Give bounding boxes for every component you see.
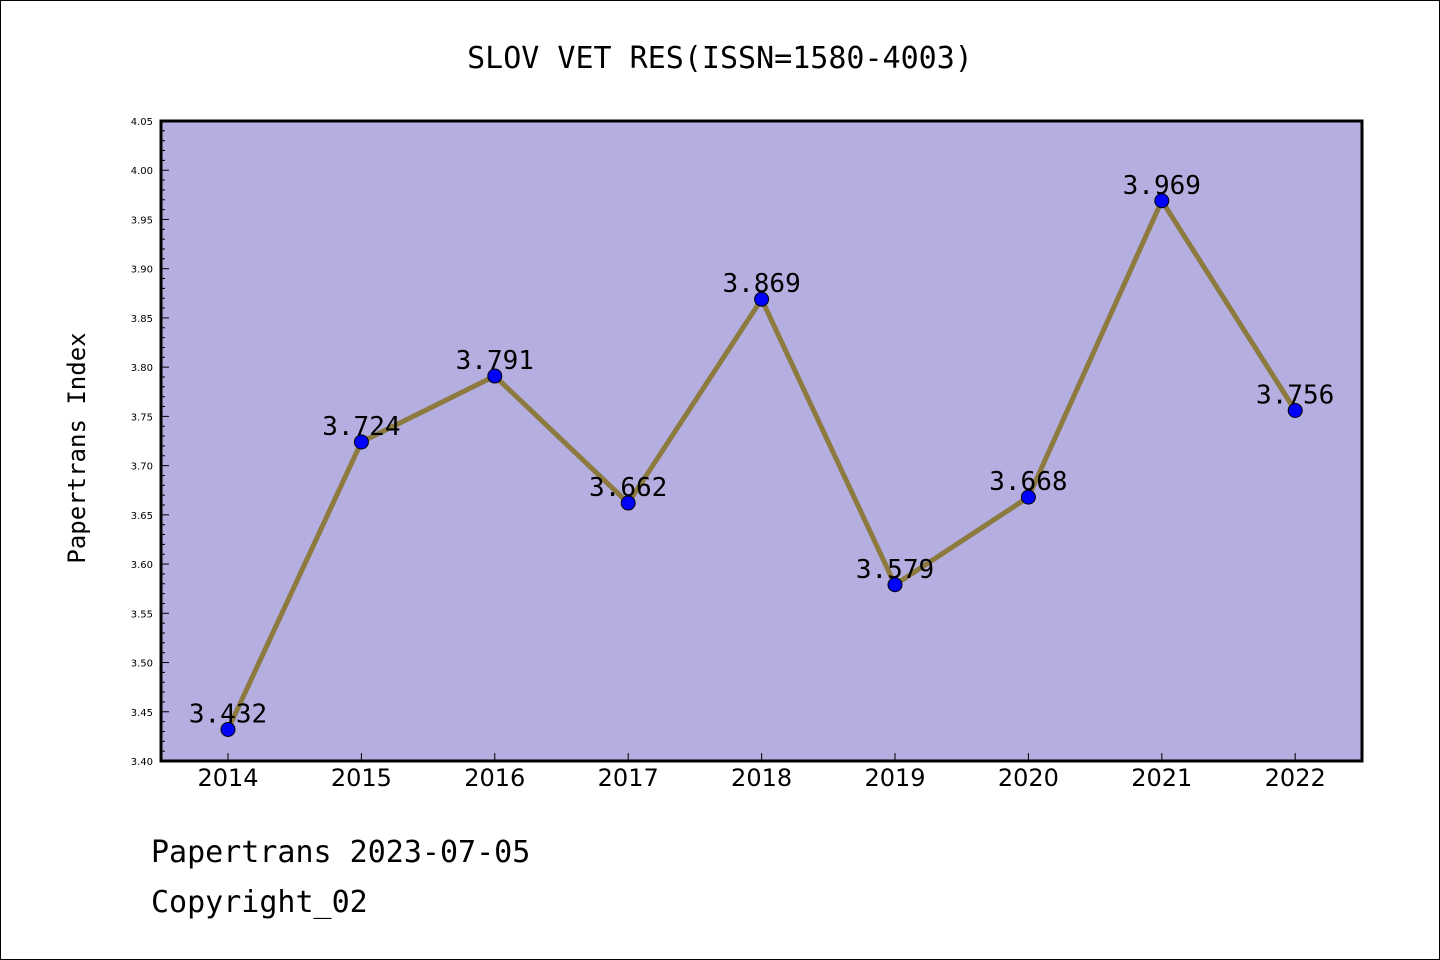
y-tick-label: 3.40: [131, 757, 153, 768]
data-point: [220, 721, 236, 737]
chart-title: SLOV VET RES(ISSN=1580-4003): [467, 41, 973, 76]
y-tick-label: 3.70: [131, 462, 153, 473]
y-tick-label: 3.50: [131, 659, 153, 670]
data-point: [1287, 402, 1303, 418]
x-tick-label: 2017: [598, 764, 659, 792]
data-label: 3.662: [589, 473, 667, 503]
footer-copyright: Copyright_02: [151, 885, 368, 920]
y-tick-label: 3.75: [131, 412, 153, 423]
footer-date: Papertrans 2023-07-05: [151, 835, 531, 870]
data-point: [887, 577, 903, 593]
data-point: [620, 495, 636, 511]
data-point: [353, 434, 369, 450]
x-tick-label: 2020: [998, 764, 1059, 792]
data-label: 3.432: [189, 699, 267, 729]
y-tick-label: 3.65: [131, 511, 153, 522]
data-label: 3.756: [1256, 380, 1334, 410]
x-tick-label: 2022: [1265, 764, 1326, 792]
data-label: 3.579: [856, 555, 934, 585]
data-point: [754, 291, 770, 307]
y-tick-label: 3.95: [131, 215, 153, 226]
data-label: 3.869: [722, 269, 800, 299]
y-axis-label: Papertrans Index: [63, 332, 91, 563]
y-tick-label: 3.85: [131, 314, 153, 325]
x-tick-label: 2018: [731, 764, 792, 792]
x-tick-label: 2015: [331, 764, 392, 792]
x-tick-label: 2021: [1131, 764, 1192, 792]
x-tick-label: 2016: [464, 764, 525, 792]
data-point: [1020, 489, 1036, 505]
y-tick-label: 4.00: [131, 166, 153, 177]
data-point: [487, 368, 503, 384]
y-tick-label: 3.55: [131, 609, 153, 620]
data-label: 3.724: [322, 412, 400, 442]
data-label: 3.668: [989, 467, 1067, 497]
data-label: 3.969: [1123, 171, 1201, 201]
y-tick-label: 3.90: [131, 265, 153, 276]
x-tick-label: 2019: [864, 764, 925, 792]
y-tick-label: 3.60: [131, 560, 153, 571]
data-label: 3.791: [456, 346, 534, 376]
data-point: [1154, 193, 1170, 209]
x-tick-label: 2014: [197, 764, 258, 792]
y-tick-label: 3.80: [131, 363, 153, 374]
y-tick-label: 3.45: [131, 708, 153, 719]
y-tick-label: 4.05: [131, 117, 153, 128]
